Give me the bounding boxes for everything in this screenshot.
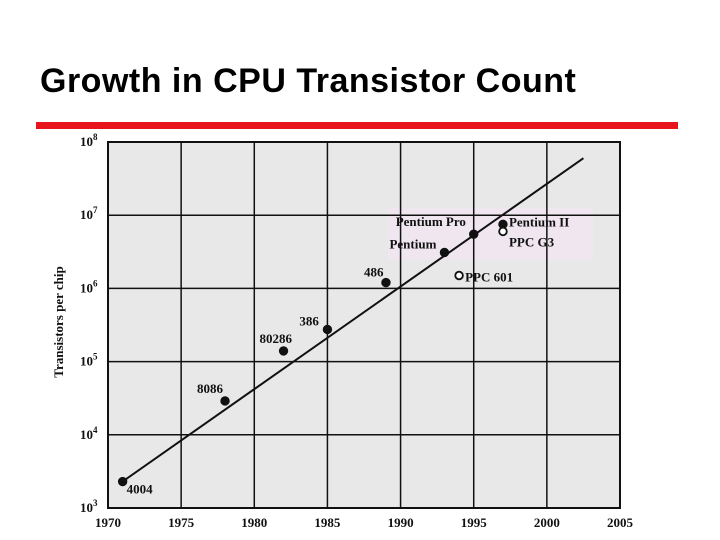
- grid: [108, 142, 620, 508]
- y-axis-label: Transistors per chip: [51, 266, 66, 377]
- y-tick-label: 108: [80, 132, 98, 149]
- y-axis-ticks: 103 104 105 106 107 108: [80, 132, 98, 515]
- point-label: 4004: [127, 482, 154, 497]
- data-point: [454, 270, 464, 281]
- point-label: Pentium II: [509, 214, 569, 229]
- x-tick-label: 1985: [314, 515, 341, 530]
- point-label: PPC 601: [465, 270, 513, 285]
- data-points: 4004 8086 80286 386 486 Pentium Pentium Pro Pen…: [117, 214, 569, 497]
- point-label: Pentium: [389, 236, 436, 251]
- x-axis-ticks: 1970 1975 1980 1985 1990 1995 2000 2005: [95, 515, 634, 530]
- point-label: 8086: [197, 381, 224, 396]
- trend-line: [122, 157, 585, 483]
- y-tick-label: 105: [80, 352, 98, 369]
- data-point: [117, 476, 128, 487]
- y-tick-label: 107: [80, 205, 98, 222]
- data-point: [322, 324, 333, 335]
- data-point: [439, 247, 450, 258]
- x-tick-label: 1980: [241, 515, 267, 530]
- point-label: PPC G3: [509, 234, 555, 249]
- data-point: [278, 346, 289, 356]
- point-label: 80286: [260, 331, 293, 346]
- point-label: 486: [364, 265, 384, 280]
- x-tick-label: 1975: [168, 515, 195, 530]
- x-tick-label: 1995: [461, 515, 488, 530]
- data-point: [498, 226, 508, 237]
- y-tick-label: 103: [80, 498, 98, 515]
- plot-area: [107, 141, 621, 509]
- data-point: [220, 396, 230, 406]
- slide-title: Growth in CPU Transistor Count: [40, 62, 577, 100]
- data-point: [381, 277, 391, 288]
- point-label: 386: [299, 313, 319, 328]
- highlight-region: [388, 208, 593, 260]
- point-label: Pentium Pro: [396, 214, 466, 229]
- data-point: [469, 229, 479, 239]
- x-tick-label: 1990: [388, 515, 414, 530]
- x-tick-label: 1970: [95, 515, 121, 530]
- x-tick-label: 2000: [534, 515, 560, 530]
- title-underline: [36, 122, 678, 129]
- y-tick-label: 106: [80, 278, 98, 295]
- y-tick-label: 104: [80, 425, 98, 442]
- x-tick-label: 2005: [607, 515, 634, 530]
